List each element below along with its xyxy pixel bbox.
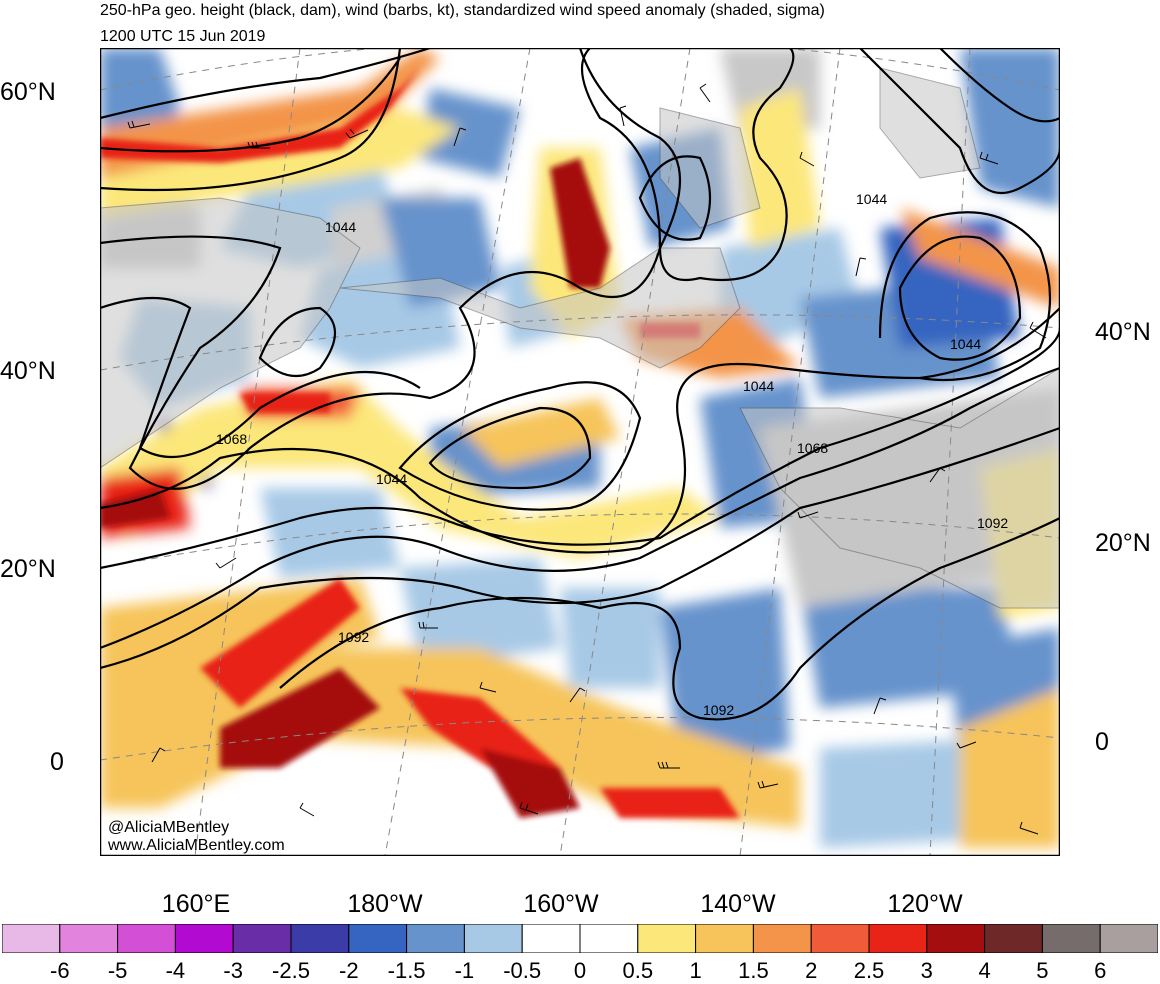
land-masses [100,67,1060,609]
colorbar-tick-label: 0.5 [622,958,654,983]
title-line-2: 1200 UTC 15 Jun 2019 [100,28,266,45]
colorbar-swatch [579,923,639,954]
colorbar-swatch [752,923,812,954]
colorbar-tick-label: 0 [573,958,587,983]
lat-label-right-40n: 40°N [1095,318,1151,346]
lon-label-140w: 140°W [700,890,776,918]
contour-label: 1044 [376,471,407,487]
colorbar-swatch [1,923,61,954]
lon-label-120w: 120°W [887,890,963,918]
colorbar-swatch [926,923,986,954]
colorbar-tick-label: 6 [1094,958,1107,983]
map-border [100,48,1060,856]
colorbar [1,923,1159,954]
contour-label: 1044 [856,191,887,207]
colorbar-swatch [637,923,697,954]
colorbar-tick-label: -3 [223,958,243,983]
contour-label: 1044 [325,219,356,235]
lon-label-160w: 160°W [523,890,599,918]
contour-label: 1068 [216,431,247,447]
wind-anomaly-maxima [100,68,740,818]
colorbar-swatch [521,923,581,954]
contour-label: 1092 [703,702,734,718]
colorbar-tick-label: 4 [978,958,991,983]
colorbar-swatch [695,923,754,954]
title-line-1: 250-hPa geo. height (black, dam), wind (… [100,2,825,19]
colorbar-tick-label: 5 [1036,958,1049,983]
colorbar-tick-label: -2.5 [272,958,310,983]
wind-barbs [127,83,1047,835]
lat-label-right-20n: 20°N [1095,529,1151,557]
colorbar-swatch [59,923,119,954]
colorbar-swatch [868,923,928,954]
contour-label: 1068 [797,440,828,456]
colorbar-tick-label: 3 [920,958,933,983]
colorbar-swatch [348,923,408,954]
lon-label-160e: 160°E [161,890,231,918]
colorbar-tick-label: -1.5 [387,958,426,983]
watermark-handle: @AliciaMBentley [108,819,229,836]
height-contours [100,48,1060,721]
colorbar-swatch [232,923,292,954]
colorbar-tick-label: -2 [339,958,359,983]
contour-label: 1044 [743,378,774,394]
colorbar-tick-label: -0.5 [503,958,542,983]
colorbar-tick-label: 2.5 [853,958,885,983]
lat-label-40n: 40°N [0,357,56,385]
colorbar-swatch [1041,923,1101,954]
colorbar-tick-label: -6 [50,958,70,983]
colorbar-tick-label: 1 [689,958,702,983]
lat-label-60n: 60°N [0,78,56,106]
colorbar-swatch [1099,923,1159,954]
contour-label: 1092 [338,629,369,645]
colorbar-swatch [810,923,870,954]
contour-labels: 1044 1044 1044 1044 1044 1068 1068 1092 … [216,191,1008,718]
contour-label: 1092 [977,515,1008,531]
lat-label-20n: 20°N [0,555,56,583]
watermark-url: www.AliciaMBentley.com [107,837,285,854]
colorbar-swatch [463,923,523,954]
colorbar-tick-label: 2 [805,958,818,983]
colorbar-swatch [174,923,234,954]
map-canvas: 1044 1044 1044 1044 1044 1068 1068 1092 … [100,48,1060,856]
colorbar-tick-label: -4 [165,958,186,983]
lat-label-0: 0 [50,748,64,776]
lon-label-180w: 180°W [347,890,423,918]
colorbar-tick-label: 1.5 [738,958,769,983]
contour-label: 1044 [950,336,981,352]
colorbar-swatch [290,923,350,954]
colorbar-tick-label: -1 [454,958,475,983]
colorbar-tick-label: -5 [107,958,128,983]
colorbar-swatch [117,923,176,954]
lat-label-right-0: 0 [1095,728,1109,756]
map-panel: 1044 1044 1044 1044 1044 1068 1068 1092 … [100,48,1060,856]
colorbar-swatch [984,923,1043,954]
colorbar-swatch [406,923,465,954]
colorbar-canvas [1,923,1159,954]
